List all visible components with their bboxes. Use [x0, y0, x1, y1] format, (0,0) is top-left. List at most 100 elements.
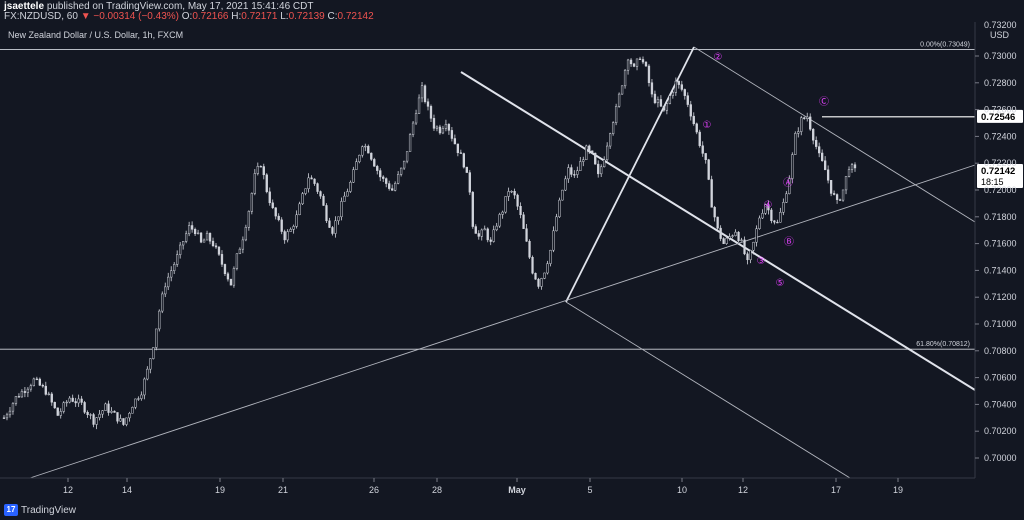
candle-body	[728, 236, 731, 239]
candle-body	[746, 253, 749, 261]
candle-body	[806, 116, 809, 119]
x-tick-label: 17	[831, 485, 841, 495]
candle-body	[501, 211, 504, 215]
candle-body	[797, 131, 800, 134]
candle-body	[361, 146, 364, 156]
candle-body	[465, 166, 468, 173]
price-label-box	[977, 163, 1023, 188]
candle-body	[343, 195, 346, 202]
candle-body	[235, 253, 239, 269]
candle-body	[89, 414, 92, 416]
candle-body	[65, 401, 68, 404]
candle-body	[689, 104, 692, 117]
candle-body	[190, 225, 194, 230]
plot-area[interactable]	[0, 22, 975, 478]
downtrend-line	[460, 71, 976, 391]
candle-body	[609, 133, 612, 147]
candle-body	[38, 378, 41, 386]
candle-body	[462, 153, 465, 168]
y-tick-label: 0.71600	[984, 239, 1017, 249]
publish-timestamp: published on TradingView.com, May 17, 20…	[46, 1, 314, 12]
candle-body	[552, 230, 555, 251]
candle-body	[62, 402, 65, 412]
candle-body	[399, 167, 403, 175]
candle-body	[2, 417, 6, 419]
candle-body	[223, 264, 227, 274]
candle-body	[29, 385, 33, 390]
candle-body	[137, 398, 140, 400]
candle-body	[495, 225, 498, 231]
tradingview-logo-icon: 17	[4, 504, 18, 516]
publish-header: jsaettele published on TradingView.com, …	[0, 0, 1024, 22]
candle-body	[444, 124, 448, 129]
candle-body	[340, 201, 343, 218]
candle-body	[402, 160, 406, 169]
candle-body	[486, 228, 489, 241]
candle-body	[788, 178, 791, 195]
y-tick-label: 0.73200	[984, 20, 1017, 30]
candle-body	[170, 270, 173, 278]
fib-level-label: 61.80%(0.70812)	[916, 341, 970, 348]
candle-body	[570, 167, 573, 175]
candle-body	[164, 286, 167, 295]
candle-body	[823, 160, 827, 171]
candle-body	[379, 170, 382, 178]
candle-body	[594, 152, 597, 165]
candle-body	[623, 69, 627, 87]
candle-body	[179, 244, 182, 255]
candle-body	[26, 388, 30, 393]
candle-body	[707, 159, 710, 180]
candle-body	[656, 99, 660, 104]
candle-body	[50, 393, 53, 403]
candle-body	[782, 202, 785, 213]
candle-body	[438, 126, 442, 134]
candle-body	[68, 397, 71, 403]
x-tick-label: 12	[63, 485, 73, 495]
candle-body	[11, 403, 15, 412]
candle-body	[358, 154, 361, 162]
candle-body	[411, 122, 415, 135]
candle-body	[211, 240, 215, 246]
candle-body	[86, 411, 89, 415]
high-value: 0.72171	[241, 11, 278, 22]
candle-body	[232, 268, 236, 286]
price-chart[interactable]: 0.00%(0.73049) 61.80%(0.70812) ② ① ③ ④ ⑤ Ⓐ Ⓑ Ⓒ 0.…	[0, 0, 1024, 502]
candle-body	[468, 172, 471, 193]
candle-body	[752, 241, 755, 251]
candle-body	[420, 85, 424, 99]
x-tick-label: 28	[432, 485, 442, 495]
candle-body	[677, 80, 680, 85]
brand-label: TradingView	[21, 504, 77, 516]
candle-body	[325, 205, 328, 222]
candle-body	[758, 217, 761, 230]
candle-body	[286, 231, 289, 241]
candle-body	[385, 178, 388, 184]
candle-body	[301, 193, 304, 205]
wave-label: Ⓐ	[783, 177, 793, 189]
impulse-line	[565, 46, 695, 303]
candle-body	[791, 154, 794, 179]
candle-body	[394, 183, 397, 191]
candle-body	[737, 231, 740, 241]
candle-body	[376, 166, 379, 171]
candle-body	[853, 164, 857, 169]
x-tick-label: 19	[215, 485, 225, 495]
candle-body	[310, 177, 313, 180]
candle-body	[829, 180, 833, 194]
change-arrow-icon: ▼	[80, 11, 91, 22]
candle-body	[83, 402, 86, 413]
author-name[interactable]: jsaettele	[4, 1, 45, 12]
tradingview-brand[interactable]: 17 TradingView	[4, 504, 76, 516]
candle-body	[367, 145, 370, 154]
candle-body	[826, 169, 830, 181]
candle-body	[388, 183, 391, 189]
candle-body	[719, 227, 722, 239]
candle-body	[414, 113, 418, 124]
parallel-line-upper	[693, 46, 976, 223]
candle-body	[722, 238, 725, 244]
candle-body	[573, 174, 576, 176]
candle-body	[635, 58, 639, 67]
candle-body	[477, 233, 480, 237]
candle-body	[483, 228, 486, 231]
candle-body	[785, 193, 788, 203]
